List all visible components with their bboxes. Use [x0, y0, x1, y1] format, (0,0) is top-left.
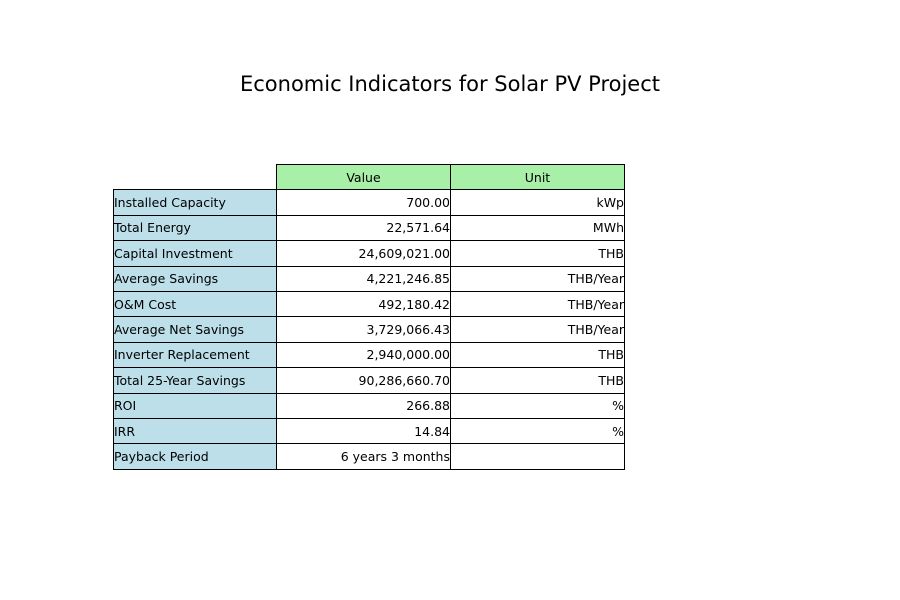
value-cell: 24,609,021.00	[276, 240, 451, 267]
row-label-cell: Inverter Replacement	[113, 341, 277, 369]
table-row: Payback Period 6 years 3 months	[113, 443, 625, 470]
unit-cell: THB	[450, 367, 625, 394]
unit-cell: kWp	[450, 189, 625, 216]
header-corner-cell	[114, 165, 277, 190]
unit-cell: MWh	[450, 214, 625, 242]
unit-cell: %	[450, 417, 625, 445]
value-cell: 3,729,066.43	[276, 316, 451, 343]
table-header-row: Value Unit	[114, 163, 625, 191]
unit-cell: %	[450, 392, 625, 419]
row-label-cell: Average Net Savings	[113, 316, 277, 343]
table-body: Installed Capacity 700.00 kWp Total Energy 2…	[113, 189, 625, 470]
table-row: O&M Cost 492,180.42 THB/Year	[113, 290, 625, 318]
unit-cell: THB/Year	[450, 290, 625, 318]
value-cell: 6 years 3 months	[276, 443, 451, 470]
unit-cell: THB/Year	[450, 265, 625, 292]
indicators-table: Value Unit Installed Capacity 700.00 kWp To…	[113, 163, 625, 470]
row-label-cell: Installed Capacity	[113, 189, 277, 216]
row-label-cell: ROI	[113, 392, 277, 419]
table-row: Installed Capacity 700.00 kWp	[113, 189, 625, 216]
row-label-cell: O&M Cost	[113, 290, 277, 318]
value-cell: 2,940,000.00	[276, 341, 451, 369]
value-cell: 700.00	[276, 189, 451, 216]
row-label-cell: Average Savings	[113, 265, 277, 292]
table-row: ROI 266.88%	[113, 392, 625, 419]
unit-cell	[450, 443, 625, 470]
column-header-value: Value	[276, 163, 451, 191]
table-row: IRR 14.84%	[113, 417, 625, 445]
row-label-cell: IRR	[113, 417, 277, 445]
chart-title: Economic Indicators for Solar PV Project	[239, 72, 661, 96]
table-row: Average Savings 4,221,246.85 THB/Year	[113, 265, 625, 292]
value-cell: 90,286,660.70	[276, 367, 451, 394]
table-row: Inverter Replacement 2,940,000.00 THB	[113, 341, 625, 369]
row-label-cell: Capital Investment	[113, 240, 277, 267]
table-row: Average Net Savings 3,729,066.43 THB/Year	[113, 316, 625, 343]
table-row: Total 25-Year Savings 90,286,660.70 THB	[113, 367, 625, 394]
unit-cell: THB	[450, 240, 625, 267]
unit-cell: THB/Year	[450, 316, 625, 343]
row-label-cell: Total 25-Year Savings	[113, 367, 277, 394]
table-row: Total Energy 22,571.64 MWh	[113, 214, 625, 242]
value-cell: 14.84	[276, 417, 451, 445]
table-row: Capital Investment 24,609,021.00 THB	[113, 240, 625, 267]
value-cell: 4,221,246.85	[276, 265, 451, 292]
value-cell: 22,571.64	[276, 214, 451, 242]
value-cell: 266.88	[276, 392, 451, 419]
row-label-cell: Total Energy	[113, 214, 277, 242]
column-header-unit: Unit	[450, 163, 625, 191]
row-label-cell: Payback Period	[113, 443, 277, 470]
unit-cell: THB	[450, 341, 625, 369]
value-cell: 492,180.42	[276, 290, 451, 318]
